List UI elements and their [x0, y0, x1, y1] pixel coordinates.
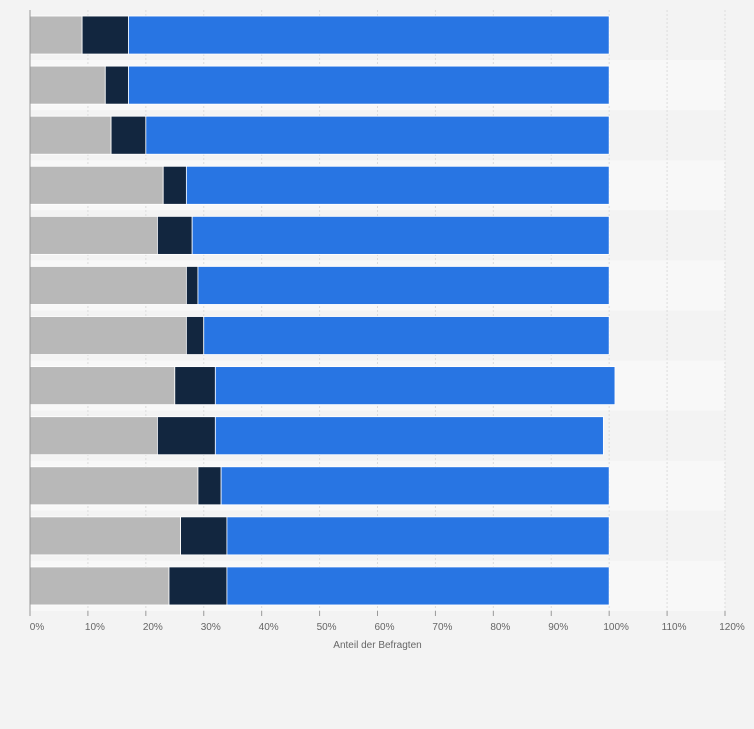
- x-tick-label: 90%: [548, 622, 568, 633]
- bar-segment: [214, 366, 616, 406]
- bar-segment: [214, 416, 604, 456]
- bar-segment: [29, 316, 187, 355]
- bar-segment: [185, 266, 199, 305]
- bar-segment: [29, 266, 187, 305]
- bar-segment: [104, 65, 129, 105]
- x-tick-label: 120%: [719, 622, 745, 633]
- x-tick-label: 40%: [259, 622, 279, 633]
- bar-segment: [180, 516, 228, 556]
- x-axis-title: Anteil der Befragten: [333, 640, 421, 651]
- bar-segment: [197, 466, 222, 506]
- x-tick-label: 20%: [143, 622, 163, 633]
- bar-segment: [162, 165, 187, 205]
- bar-segment: [226, 516, 610, 556]
- x-tick-label: 60%: [374, 622, 394, 633]
- bar-segment: [128, 15, 610, 55]
- bar-segment: [29, 165, 164, 205]
- bar-segment: [168, 566, 228, 606]
- bar-segment: [29, 15, 83, 55]
- bar-segment: [157, 416, 216, 456]
- x-tick-label: 80%: [490, 622, 510, 633]
- bar-segment: [29, 65, 106, 105]
- bar-segment: [197, 266, 610, 305]
- x-tick-label: 110%: [662, 622, 687, 633]
- bar-segment: [145, 115, 610, 155]
- bar-segment: [29, 366, 176, 406]
- bar-segment: [220, 466, 610, 506]
- bar-segment: [29, 466, 199, 506]
- bar-segment: [191, 215, 610, 255]
- bar-segment: [128, 65, 610, 105]
- bar-segment: [29, 215, 158, 255]
- x-tick-label: 30%: [201, 622, 221, 633]
- bar-segment: [203, 316, 610, 355]
- bar-segment: [29, 115, 112, 155]
- bar-segment: [29, 416, 158, 456]
- bar-segment: [185, 316, 205, 355]
- bar-segment: [29, 516, 181, 556]
- bar-segment: [226, 566, 610, 606]
- bar-segment: [174, 366, 216, 406]
- bar-segment: [110, 115, 147, 155]
- bar-segment: [157, 215, 193, 255]
- x-tick-label: 10%: [85, 622, 105, 633]
- bar-segment: [81, 15, 129, 55]
- x-tick-label: 70%: [432, 622, 452, 633]
- x-tick-label: 0%: [30, 622, 45, 633]
- bar-segment: [29, 566, 170, 606]
- x-tick-label: 100%: [603, 622, 629, 633]
- bar-segment: [185, 165, 610, 205]
- x-tick-label: 50%: [317, 622, 337, 633]
